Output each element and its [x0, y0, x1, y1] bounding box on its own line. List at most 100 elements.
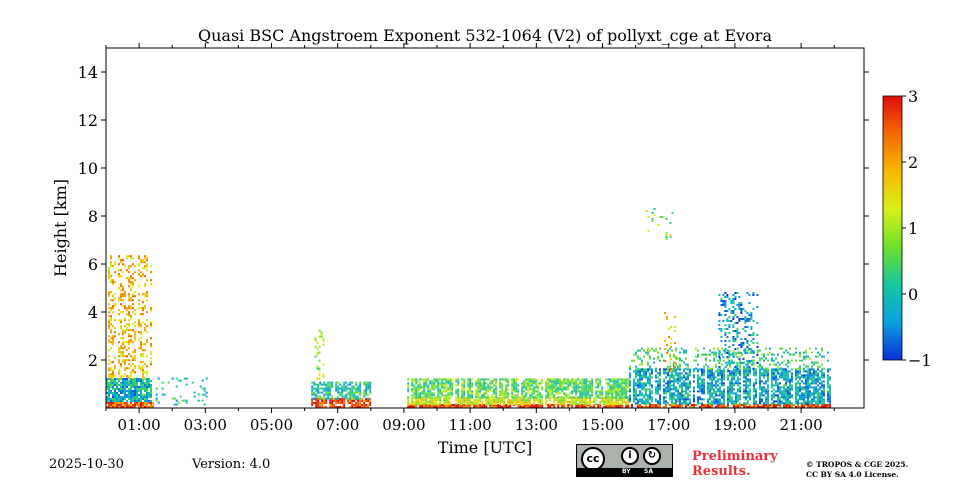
- heatmap-cell: [759, 380, 761, 383]
- heatmap-cell: [128, 271, 130, 274]
- heatmap-cell: [122, 259, 124, 262]
- heatmap-cell: [136, 400, 138, 402]
- heatmap-cell: [483, 396, 486, 399]
- heatmap-cell: [591, 386, 594, 389]
- heatmap-cell: [108, 269, 110, 272]
- heatmap-cell: [475, 388, 478, 391]
- heatmap-cell: [725, 361, 727, 364]
- heatmap-cell: [639, 363, 641, 366]
- heatmap-cell: [144, 406, 146, 408]
- heatmap-cell: [701, 372, 703, 375]
- heatmap-cell: [670, 342, 673, 344]
- heatmap-cell: [134, 265, 136, 268]
- heatmap-cell: [609, 396, 612, 399]
- heatmap-cell: [732, 352, 735, 354]
- heatmap-cell: [487, 401, 490, 404]
- heatmap-cell: [795, 384, 797, 387]
- heatmap-cell: [695, 347, 697, 350]
- heatmap-cell: [724, 332, 727, 334]
- heatmap-cell: [316, 353, 319, 356]
- heatmap-cell: [734, 366, 737, 368]
- heatmap-cell: [811, 404, 813, 406]
- heatmap-cell: [669, 355, 671, 358]
- heatmap-cell: [809, 378, 811, 381]
- heatmap-cell: [120, 377, 122, 380]
- heatmap-cell: [140, 333, 142, 336]
- heatmap-cell: [797, 386, 799, 389]
- heatmap-cell: [461, 394, 464, 397]
- heatmap-cell: [325, 400, 328, 402]
- heatmap-cell: [491, 382, 494, 385]
- heatmap-cell: [155, 387, 158, 390]
- heatmap-cell: [144, 398, 146, 400]
- heatmap-cell: [467, 394, 470, 397]
- heatmap-cell: [749, 382, 751, 385]
- heatmap-cell: [665, 376, 667, 379]
- heatmap-cell: [146, 339, 148, 342]
- heatmap-cell: [471, 390, 474, 393]
- heatmap-cell: [657, 384, 659, 387]
- heatmap-cell: [728, 350, 731, 352]
- heatmap-cell: [106, 406, 108, 408]
- heatmap-cell: [142, 386, 144, 388]
- heatmap-cell: [607, 384, 610, 387]
- heatmap-cell: [783, 374, 785, 377]
- heatmap-cell: [106, 398, 108, 400]
- heatmap-cell: [415, 399, 418, 402]
- heatmap-cell: [114, 365, 116, 368]
- heatmap-cell: [687, 404, 689, 406]
- heatmap-cell: [753, 398, 755, 401]
- heatmap-cell: [126, 327, 128, 330]
- heatmap-cell: [114, 400, 116, 402]
- heatmap-cell: [529, 380, 532, 383]
- heatmap-cell: [629, 400, 631, 403]
- heatmap-cell: [161, 393, 164, 396]
- heatmap-cell: [817, 388, 819, 391]
- heatmap-cell: [531, 384, 534, 387]
- heatmap-cell: [605, 394, 608, 397]
- heatmap-cell: [124, 396, 126, 398]
- heatmap-cell: [413, 386, 416, 389]
- heatmap-cell: [343, 398, 346, 400]
- heatmap-cell: [715, 355, 717, 358]
- heatmap-cell: [355, 397, 358, 400]
- heatmap-cell: [801, 376, 803, 379]
- heatmap-cell: [718, 354, 721, 356]
- heatmap-cell: [587, 390, 590, 393]
- heatmap-cell: [723, 376, 725, 379]
- heatmap-cell: [809, 400, 811, 403]
- heatmap-cell: [821, 382, 823, 385]
- heatmap-cell: [649, 367, 651, 370]
- heatmap-cell: [759, 372, 761, 375]
- heatmap-cell: [659, 394, 661, 397]
- heatmap-cell: [750, 326, 753, 328]
- heatmap-cell: [447, 392, 450, 395]
- heatmap-cell: [599, 380, 602, 383]
- heatmap-cell: [645, 406, 647, 408]
- heatmap-cell: [727, 368, 729, 371]
- heatmap-cell: [130, 287, 132, 290]
- heatmap-cell: [611, 406, 614, 408]
- heatmap-cell: [457, 382, 460, 385]
- heatmap-cell: [726, 352, 729, 354]
- heatmap-cell: [739, 404, 741, 406]
- heatmap-cell: [633, 353, 635, 356]
- heatmap-cell: [655, 404, 657, 406]
- heatmap-cell: [122, 293, 124, 296]
- heatmap-cell: [343, 381, 346, 384]
- heatmap-cell: [465, 401, 468, 404]
- heatmap-cell: [146, 341, 148, 344]
- heatmap-cell: [637, 400, 639, 403]
- heatmap-cell: [737, 406, 739, 408]
- heatmap-cell: [311, 389, 314, 392]
- heatmap-cell: [579, 380, 582, 383]
- heatmap-cell: [118, 341, 120, 344]
- heatmap-cell: [142, 406, 144, 408]
- heatmap-cell: [707, 365, 709, 368]
- heatmap-cell: [666, 344, 669, 346]
- heatmap-cell: [746, 364, 749, 366]
- heatmap-cell: [827, 359, 829, 362]
- heatmap-cell: [589, 406, 592, 408]
- heatmap-cell: [118, 347, 120, 350]
- heatmap-cell: [577, 384, 580, 387]
